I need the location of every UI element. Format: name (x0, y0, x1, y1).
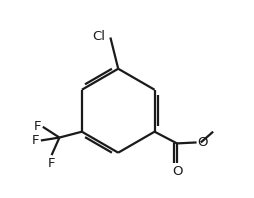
Text: F: F (32, 134, 39, 147)
Text: O: O (198, 136, 208, 149)
Text: F: F (34, 120, 41, 133)
Text: F: F (48, 157, 55, 170)
Text: O: O (172, 165, 182, 178)
Text: Cl: Cl (92, 30, 105, 43)
